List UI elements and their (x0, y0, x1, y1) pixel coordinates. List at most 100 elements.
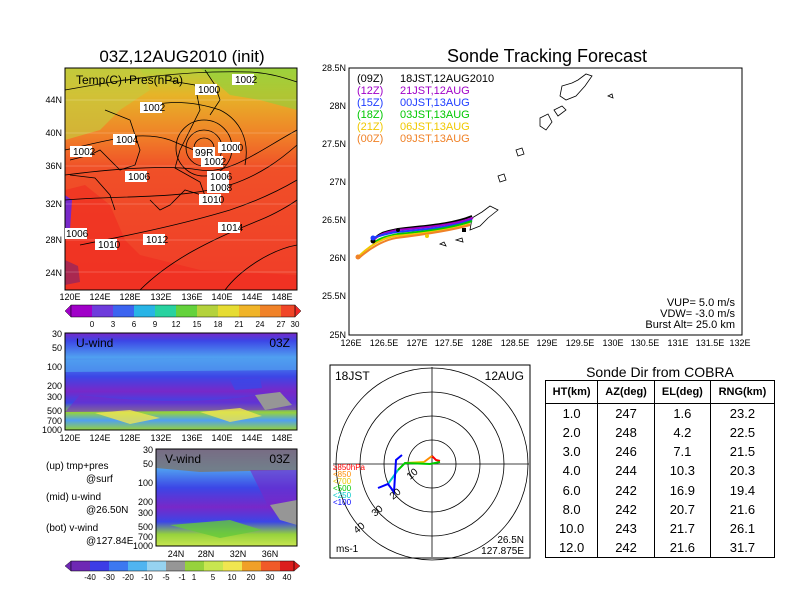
track-legend-jst: 06JST,13AUG (400, 121, 470, 133)
lon-tick: 148E (271, 292, 292, 302)
left-title: 03Z,12AUG2010 (init) (99, 47, 264, 66)
colorbar-label: 30 (291, 320, 300, 329)
cobra-header: RNG(km) (709, 379, 776, 405)
cobra-cell: 4.2 (653, 423, 711, 443)
cobra-cell: 246 (597, 442, 655, 462)
table-row: 12.0 242 21.6 31.7 (544, 537, 776, 558)
svg-text:1002: 1002 (73, 147, 96, 158)
track-legend-jst: 03JST,13AUG (400, 109, 470, 121)
svg-text:1006: 1006 (210, 172, 233, 183)
cobra-cell: 21.7 (653, 518, 711, 538)
v-pres-tick: 700 (138, 532, 153, 542)
pres-label-1: 1000 (195, 84, 221, 96)
u-pres-tick: 700 (47, 416, 62, 426)
svg-text:1004: 1004 (116, 135, 139, 146)
pres-label-10: 1010 (199, 194, 225, 206)
cobra-cell: 21.5 (709, 442, 776, 462)
u-pres-tick: 100 (47, 362, 62, 372)
v-wind-time: 03Z (269, 452, 290, 466)
cobra-cell: 247 (597, 403, 655, 424)
wind-colorbar-label: 10 (228, 573, 237, 582)
legend-notes: (up) tmp+pres @surf (mid) u-wind @26.50N… (46, 461, 134, 547)
lon-tick: 128E (119, 292, 140, 302)
cobra-header: AZ(deg) (597, 379, 655, 405)
cobra-cell: 242 (597, 499, 655, 519)
cobra-cell: 244 (597, 461, 655, 481)
track-lon-tick: 130E (602, 338, 623, 348)
u-lon-tick: 120E (59, 433, 80, 443)
table-row: 3.0 246 7.1 21.5 (544, 442, 776, 462)
pres-label-11: 1006 (65, 228, 89, 240)
polar-legend-item: <500 (333, 484, 352, 493)
u-pres-tick: 50 (52, 343, 62, 353)
track-legend-jst: 09JST,13AUG (400, 133, 470, 145)
table-row: 10.0 243 21.7 26.1 (544, 518, 776, 538)
note-bot-sub: @127.84E (86, 536, 134, 547)
lat-tick: 36N (45, 161, 62, 171)
wind-colorbar-label: -10 (141, 573, 153, 582)
polar-time-label: 18JST (335, 369, 370, 383)
table-row: 1.0 247 1.6 23.2 (544, 403, 776, 424)
track-legend-utc: (18Z) (357, 109, 383, 121)
temp-map: Temp(C)+Pres(hPa) 1002 1000 1002 1002 10… (45, 67, 302, 329)
polar-legend-item: <700 (333, 477, 352, 486)
colorbar-label: 6 (132, 320, 137, 329)
cobra-cell: 10.3 (653, 461, 711, 481)
note-bot: (bot) v-wind (46, 523, 98, 534)
svg-text:99R: 99R (195, 148, 213, 159)
cobra-table: HT(km) AZ(deg) EL(deg) RNG(km) 1.0 247 1… (544, 379, 776, 558)
cobra-cell: 21.6 (653, 537, 711, 558)
lon-tick: 136E (181, 292, 202, 302)
track-lon-tick: 130.5E (631, 338, 660, 348)
track-lat-tick: 26.5N (322, 215, 346, 225)
wind-colorbar-label: -20 (122, 573, 134, 582)
u-pres-tick: 30 (52, 329, 62, 339)
wind-colorbar-label: -1 (178, 573, 186, 582)
track-legend-jst: 00JST,13AUG (400, 97, 470, 109)
svg-text:1008: 1008 (210, 183, 233, 194)
u-wind-panel: U-wind 03Z 30 50 100 200 300 500 700 100… (42, 329, 298, 443)
polar-legend-item: ≥850hPa (333, 463, 366, 472)
wind-colorbar-label: 1 (192, 573, 197, 582)
svg-text:1002: 1002 (143, 103, 166, 114)
v-lat-tick: 24N (168, 549, 185, 559)
wind-colorbar-label: 5 (211, 573, 216, 582)
track-lon-tick: 132E (729, 338, 750, 348)
pres-label-6: 1002 (201, 156, 227, 168)
track-lon-tick: 127.5E (435, 338, 464, 348)
polar-pos-lon: 127.875E (481, 546, 524, 557)
v-wind-panel: V-wind 03Z 30 50 100 200 300 500 700 100… (133, 445, 298, 559)
lon-tick: 132E (150, 292, 171, 302)
track-lon-tick: 131E (667, 338, 688, 348)
wind-colorbar-label: 20 (247, 573, 256, 582)
polar-legend-item: <250 (333, 491, 352, 500)
cobra-cell: 31.7 (709, 537, 776, 558)
cobra-cell: 26.1 (709, 518, 776, 538)
track-title: Sonde Tracking Forecast (447, 46, 647, 66)
polar-legend-item: <850 (333, 470, 352, 479)
svg-text:1010: 1010 (98, 240, 121, 251)
cobra-cell: 1.0 (544, 403, 599, 424)
u-pres-tick: 500 (47, 406, 62, 416)
track-legend-jst: 18JST,12AUG2010 (400, 73, 494, 85)
cobra-cell: 243 (597, 518, 655, 538)
cobra-header: HT(km) (544, 379, 599, 405)
pres-label-2: 1002 (140, 102, 166, 114)
pres-label-7: 1006 (125, 171, 151, 183)
polar-plot: 10 20 30 40 18JST 12AUG ≥850hPa <850 <70… (329, 364, 531, 561)
pres-label-13: 1012 (143, 234, 169, 246)
pres-label-3: 1002 (70, 146, 96, 158)
u-pres-tick: 200 (47, 381, 62, 391)
info-vdw: VDW= -3.0 m/s (660, 308, 735, 320)
cobra-cell: 21.6 (709, 499, 776, 519)
wind-colorbar-label: -40 (84, 573, 96, 582)
u-pres-tick: 1000 (42, 425, 62, 435)
v-pres-tick: 100 (138, 478, 153, 488)
lat-tick: 40N (45, 128, 62, 138)
polar-pos-lat: 26.5N (497, 535, 524, 546)
track-lon-tick: 131.5E (696, 338, 725, 348)
pres-label-0: 1002 (232, 74, 258, 86)
pres-label-4: 1004 (113, 134, 139, 146)
svg-text:1010: 1010 (202, 195, 225, 206)
